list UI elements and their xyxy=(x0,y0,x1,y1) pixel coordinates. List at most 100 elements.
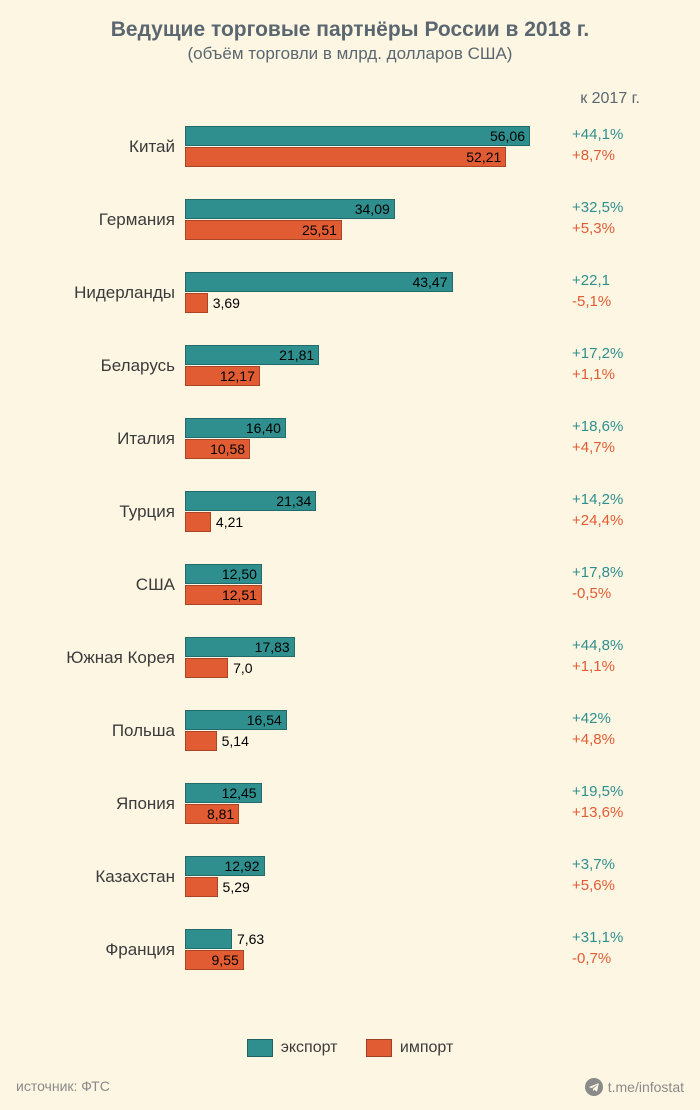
export-value: 16,40 xyxy=(246,420,281,436)
country-label: Беларусь xyxy=(0,356,175,376)
export-bar: 16,54 xyxy=(185,710,287,730)
country-label: Южная Корея xyxy=(0,648,175,668)
export-pct: +44,8% xyxy=(572,637,662,654)
export-pct: +32,5% xyxy=(572,199,662,216)
import-bar: 25,51 xyxy=(185,220,342,240)
title-block: Ведущие торговые партнёры России в 2018 … xyxy=(0,0,700,64)
legend-swatch-export xyxy=(247,1039,273,1057)
export-value: 34,09 xyxy=(355,201,390,217)
export-pct: +17,2% xyxy=(572,345,662,362)
import-pct: +4,7% xyxy=(572,439,662,456)
export-pct: +18,6% xyxy=(572,418,662,435)
country-row: Беларусь 21,81 12,17 +17,2% +1,1% xyxy=(0,339,700,412)
source-label: источник: ФТС xyxy=(16,1078,110,1096)
import-bar: 9,55 xyxy=(185,950,244,970)
legend-import: импорт xyxy=(366,1039,453,1057)
chart-area: Китай56,0652,21+44,1%+8,7%Германия34,092… xyxy=(0,120,700,996)
import-value: 5,14 xyxy=(222,733,249,749)
export-value: 16,54 xyxy=(247,712,282,728)
country-row: США12,5012,51+17,8%-0,5% xyxy=(0,558,700,631)
chart-title: Ведущие торговые партнёры России в 2018 … xyxy=(0,18,700,42)
import-bar: 4,21 xyxy=(185,512,211,532)
import-bar: 10,58 xyxy=(185,439,250,459)
import-value: 25,51 xyxy=(302,222,337,238)
export-pct: +3,7% xyxy=(572,856,662,873)
export-value: 21,34 xyxy=(276,493,311,509)
country-row: Япония 12,45 8,81 +19,5% +13,6% xyxy=(0,777,700,850)
country-row: Казахстан12,925,29+3,7%+5,6% xyxy=(0,850,700,923)
country-label: Япония xyxy=(0,794,175,814)
import-pct: +1,1% xyxy=(572,366,662,383)
legend-export: экспорт xyxy=(247,1039,338,1057)
import-pct: +13,6% xyxy=(572,804,662,821)
country-label: Нидерланды xyxy=(0,283,175,303)
export-value: 17,83 xyxy=(255,639,290,655)
import-pct: +4,8% xyxy=(572,731,662,748)
country-row: Польша 16,54 5,14 +42% +4,8% xyxy=(0,704,700,777)
export-pct: +22,1 xyxy=(572,272,662,289)
import-bar: 8,81 xyxy=(185,804,239,824)
compare-header: к 2017 г. xyxy=(580,90,640,108)
import-value: 9,55 xyxy=(212,952,239,968)
telegram-icon xyxy=(585,1078,603,1096)
import-value: 8,81 xyxy=(207,806,234,822)
country-row: Южная Корея17,837,0+44,8%+1,1% xyxy=(0,631,700,704)
country-label: Германия xyxy=(0,210,175,230)
country-row: Франция 7,63 9,55 +31,1% -0,7% xyxy=(0,923,700,996)
legend-import-label: импорт xyxy=(400,1039,453,1057)
import-value: 7,0 xyxy=(233,660,252,676)
import-bar: 3,69 xyxy=(185,293,208,313)
import-value: 52,21 xyxy=(466,149,501,165)
export-pct: +14,2% xyxy=(572,491,662,508)
chart-subtitle: (объём торговли в млрд. долларов США) xyxy=(0,44,700,64)
export-value: 56,06 xyxy=(490,128,525,144)
import-pct: +8,7% xyxy=(572,147,662,164)
country-label: Турция xyxy=(0,502,175,522)
export-bar: 7,63 xyxy=(185,929,232,949)
import-pct: -0,5% xyxy=(572,585,662,602)
export-bar: 16,40 xyxy=(185,418,286,438)
country-row: Китай56,0652,21+44,1%+8,7% xyxy=(0,120,700,193)
import-pct: +1,1% xyxy=(572,658,662,675)
export-value: 12,45 xyxy=(222,785,257,801)
export-pct: +42% xyxy=(572,710,662,727)
export-pct: +19,5% xyxy=(572,783,662,800)
import-value: 5,29 xyxy=(223,879,250,895)
import-value: 3,69 xyxy=(213,295,240,311)
country-label: Польша xyxy=(0,721,175,741)
legend-export-label: экспорт xyxy=(281,1039,338,1057)
export-bar: 21,34 xyxy=(185,491,316,511)
import-value: 12,17 xyxy=(220,368,255,384)
country-label: США xyxy=(0,575,175,595)
country-label: Китай xyxy=(0,137,175,157)
export-value: 21,81 xyxy=(279,347,314,363)
legend: экспорт импорт xyxy=(0,1039,700,1062)
import-value: 12,51 xyxy=(222,587,257,603)
import-pct: -0,7% xyxy=(572,950,662,967)
export-bar: 34,09 xyxy=(185,199,395,219)
export-bar: 56,06 xyxy=(185,126,530,146)
country-label: Франция xyxy=(0,940,175,960)
export-bar: 12,92 xyxy=(185,856,265,876)
import-pct: -5,1% xyxy=(572,293,662,310)
import-bar: 5,14 xyxy=(185,731,217,751)
footer: источник: ФТС t.me/infostat xyxy=(16,1078,684,1096)
legend-swatch-import xyxy=(366,1039,392,1057)
import-bar: 12,51 xyxy=(185,585,262,605)
export-pct: +31,1% xyxy=(572,929,662,946)
import-bar: 7,0 xyxy=(185,658,228,678)
country-row: Турция 21,34 4,21 +14,2% +24,4% xyxy=(0,485,700,558)
export-value: 12,50 xyxy=(222,566,257,582)
export-bar: 12,50 xyxy=(185,564,262,584)
export-value: 43,47 xyxy=(412,274,447,290)
telegram-link[interactable]: t.me/infostat xyxy=(585,1078,684,1096)
export-bar: 12,45 xyxy=(185,783,262,803)
export-bar: 21,81 xyxy=(185,345,319,365)
import-bar: 52,21 xyxy=(185,147,506,167)
import-bar: 5,29 xyxy=(185,877,218,897)
import-value: 4,21 xyxy=(216,514,243,530)
export-value: 7,63 xyxy=(237,931,264,947)
import-pct: +24,4% xyxy=(572,512,662,529)
import-pct: +5,6% xyxy=(572,877,662,894)
country-row: Германия34,0925,51+32,5%+5,3% xyxy=(0,193,700,266)
